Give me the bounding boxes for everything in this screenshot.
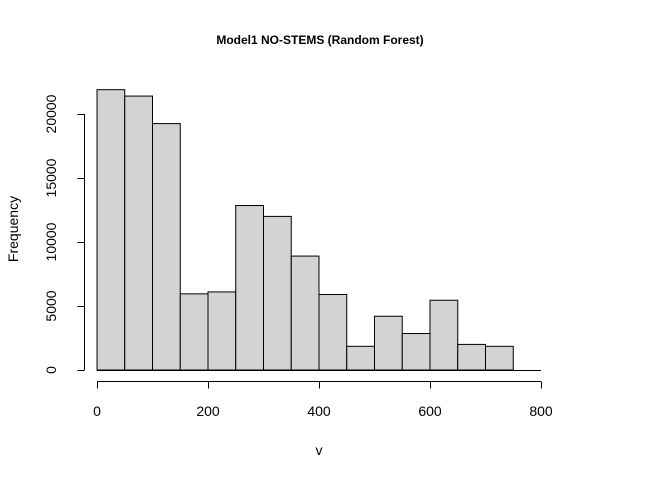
histogram-bar-450-500 [346, 345, 375, 371]
histogram-bars [96, 89, 541, 371]
y-tick-label-10000: 10000 [43, 222, 59, 261]
histogram-bar-600-650 [429, 299, 459, 371]
x-tick-label-200: 200 [196, 403, 220, 419]
histogram-bar-700-750 [485, 345, 514, 371]
histogram-bar-650-700 [457, 343, 486, 371]
x-tick-label-0: 0 [93, 403, 101, 419]
histogram-bar-500-550 [374, 315, 403, 371]
x-tick-label-600: 600 [418, 403, 442, 419]
x-axis: 0 200 400 600 800 [93, 381, 553, 419]
x-axis-label: v [316, 442, 323, 458]
chart-title: Model1 NO-STEMS (Random Forest) [216, 33, 423, 47]
histogram-bar-250-300 [235, 205, 264, 371]
histogram-bar-150-200 [179, 293, 209, 371]
y-tick-label-15000: 15000 [43, 158, 59, 197]
histogram-bar-400-450 [318, 293, 348, 371]
y-axis-label: Frequency [5, 196, 21, 262]
y-tick-label-0: 0 [43, 366, 59, 374]
histogram-bar-350-400 [290, 255, 320, 371]
y-tick-label-20000: 20000 [43, 94, 59, 133]
histogram-bar-0-50 [96, 89, 126, 371]
y-tick-label-5000: 5000 [43, 290, 59, 321]
x-tick-label-800: 800 [529, 403, 553, 419]
histogram-bar-200-250 [207, 291, 237, 371]
y-axis: 0 5000 10000 15000 20000 [43, 94, 85, 374]
histogram-bar-100-150 [152, 123, 181, 371]
x-tick-label-400: 400 [307, 403, 331, 419]
histogram-bar-50-100 [124, 95, 153, 371]
histogram-bar-550-600 [401, 333, 431, 371]
histogram-bar-300-350 [263, 215, 292, 371]
